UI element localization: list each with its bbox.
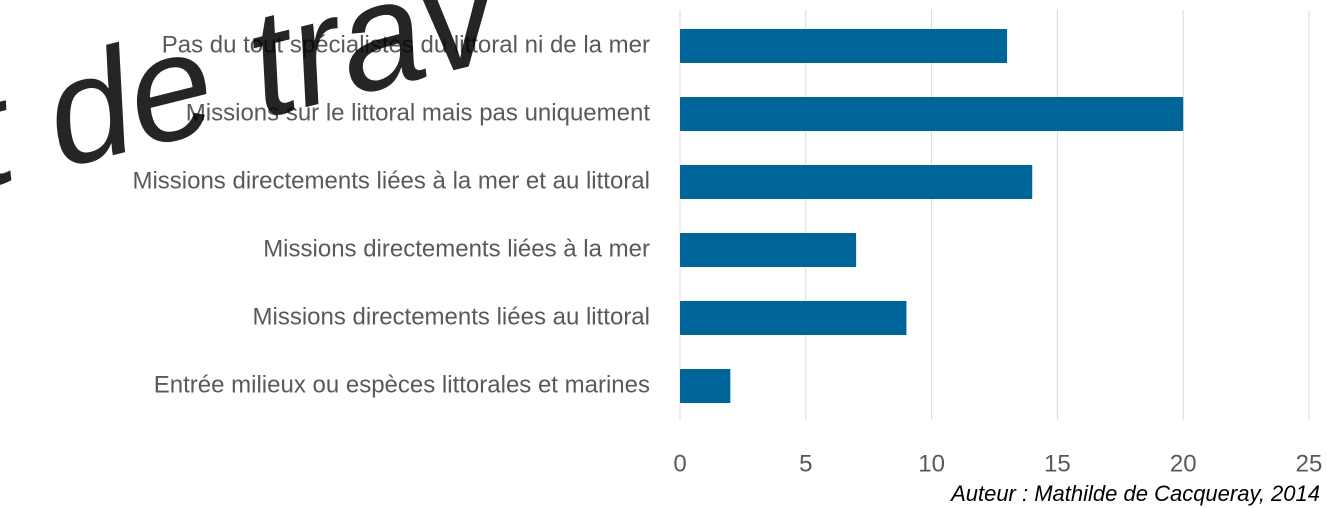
credit: Auteur : Mathilde de Cacqueray, 2014 [949,481,1320,506]
bar [680,97,1184,131]
bar [680,301,907,335]
y-tick-label: Entrée milieux ou espèces littorales et … [154,371,650,398]
x-tick-label: 15 [1044,450,1071,477]
bar [680,233,857,267]
x-tick-label: 5 [799,450,812,477]
y-tick-label: Missions directements liées au littoral [253,303,651,330]
x-tick-label: 25 [1296,450,1323,477]
x-tick-label: 0 [673,450,686,477]
bar [680,29,1008,63]
y-tick-label: Missions directements liées à la mer [263,235,650,262]
bar [680,369,731,403]
y-tick-label: Missions directements liées à la mer et … [132,167,650,194]
y-tick-label: Pas du tout spécialistes du littoral ni … [162,31,650,58]
bar [680,165,1033,199]
x-tick-label: 10 [918,450,945,477]
y-tick-label: Missions sur le littoral mais pas unique… [186,99,651,126]
x-tick-label: 20 [1170,450,1197,477]
